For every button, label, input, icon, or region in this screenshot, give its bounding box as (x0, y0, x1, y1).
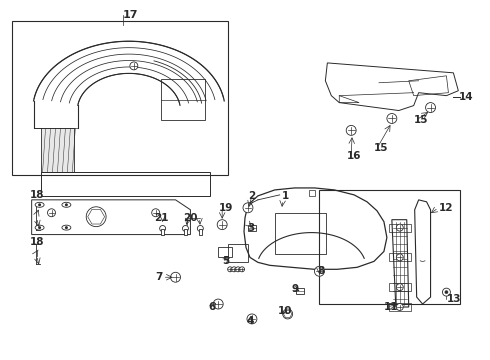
Text: 5: 5 (222, 256, 229, 266)
Circle shape (247, 314, 257, 324)
Text: 3: 3 (247, 222, 254, 233)
Circle shape (346, 125, 356, 135)
Bar (41, 129, 74, 172)
Circle shape (38, 203, 41, 206)
Circle shape (228, 267, 233, 272)
Circle shape (315, 266, 324, 276)
Circle shape (236, 267, 241, 272)
Text: 11: 11 (384, 302, 398, 312)
Bar (310, 190, 316, 196)
Bar (389, 253, 411, 261)
Circle shape (86, 207, 106, 227)
Bar (389, 224, 411, 231)
Circle shape (283, 309, 293, 319)
Text: 7: 7 (156, 272, 163, 282)
Circle shape (426, 103, 436, 113)
Ellipse shape (35, 225, 44, 230)
Circle shape (387, 113, 397, 123)
Circle shape (217, 220, 227, 230)
Text: 17: 17 (123, 10, 139, 20)
Text: 2: 2 (248, 191, 255, 201)
Circle shape (152, 209, 160, 217)
Circle shape (160, 225, 166, 231)
Circle shape (232, 267, 237, 272)
Circle shape (182, 225, 189, 231)
Bar (161, 79, 205, 121)
Text: 9: 9 (292, 284, 299, 294)
Text: 14: 14 (458, 92, 473, 102)
Circle shape (171, 272, 180, 282)
Bar (199, 229, 202, 235)
Bar (218, 247, 232, 257)
Circle shape (396, 254, 403, 261)
Text: 20: 20 (183, 213, 198, 223)
Circle shape (130, 62, 138, 70)
Circle shape (240, 267, 245, 272)
Bar (12, 21, 228, 175)
Circle shape (442, 288, 450, 296)
Text: 8: 8 (318, 266, 325, 276)
Text: 10: 10 (278, 306, 292, 316)
Bar (275, 213, 326, 255)
Circle shape (396, 303, 403, 310)
Bar (228, 244, 248, 262)
Bar (295, 288, 303, 294)
Circle shape (243, 203, 253, 213)
Ellipse shape (62, 202, 71, 207)
Ellipse shape (35, 202, 44, 207)
Circle shape (38, 226, 41, 229)
Text: 13: 13 (446, 294, 461, 304)
Text: 1: 1 (282, 191, 289, 201)
Text: 15: 15 (374, 143, 389, 153)
Bar (184, 229, 187, 235)
Text: 15: 15 (414, 116, 428, 126)
Text: 21: 21 (154, 213, 168, 223)
Circle shape (65, 226, 68, 229)
Bar (41, 172, 210, 196)
Circle shape (65, 203, 68, 206)
Circle shape (445, 291, 448, 294)
Text: 12: 12 (439, 203, 453, 213)
Circle shape (396, 284, 403, 291)
Bar (389, 283, 411, 291)
Circle shape (197, 225, 203, 231)
Bar (248, 225, 256, 231)
Text: 16: 16 (347, 151, 362, 161)
Circle shape (213, 299, 223, 309)
Circle shape (48, 209, 55, 217)
Bar (319, 190, 460, 304)
Circle shape (396, 224, 403, 231)
Text: 18: 18 (30, 237, 44, 247)
Ellipse shape (62, 225, 71, 230)
Bar (389, 303, 411, 311)
Text: 4: 4 (247, 316, 254, 326)
Text: 18: 18 (30, 190, 44, 200)
Text: 6: 6 (208, 302, 216, 312)
Text: 19: 19 (219, 203, 234, 213)
Bar (161, 229, 164, 235)
